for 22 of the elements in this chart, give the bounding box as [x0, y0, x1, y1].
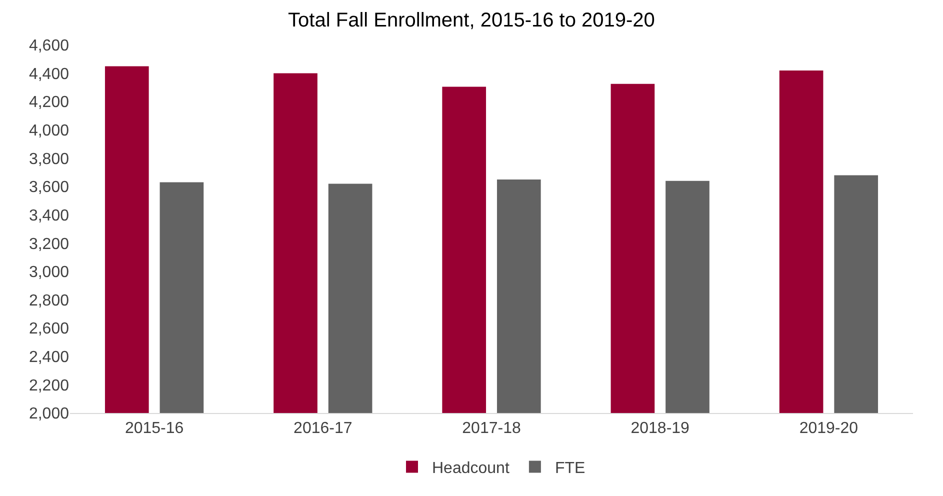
- x-tick-label: 2017-18: [462, 420, 521, 438]
- x-tick-label: 2018-19: [630, 420, 690, 438]
- y-tick-label: 4,400: [28, 66, 70, 83]
- x-tick-label: 2016-17: [294, 420, 352, 438]
- y-tick-label: 3,000: [28, 264, 70, 282]
- y-tick-label: 2,000: [28, 406, 70, 423]
- legend-label: FTE: [554, 460, 586, 477]
- y-tick-label: 3,600: [28, 179, 70, 196]
- y-tick-label: 2,200: [28, 377, 70, 394]
- x-tick-label: 2019-20: [799, 420, 858, 438]
- y-tick-label: 3,800: [28, 150, 70, 168]
- y-tick-label: 2,400: [28, 348, 70, 366]
- y-tick-label: 2,600: [28, 320, 70, 338]
- legend-label: Headcount: [432, 460, 510, 477]
- y-tick-label: 2,800: [28, 292, 70, 310]
- y-tick-label: 4,000: [28, 122, 70, 140]
- y-tick-label: 3,400: [28, 207, 70, 224]
- chart-title: Total Fall Enrollment, 2015-16 to 2019-20: [288, 9, 655, 32]
- y-tick-label: 3,200: [28, 236, 70, 253]
- x-tick-label: 2015-16: [124, 420, 184, 438]
- y-tick-label: 4,200: [28, 94, 70, 112]
- y-tick-label: 4,600: [28, 38, 70, 55]
